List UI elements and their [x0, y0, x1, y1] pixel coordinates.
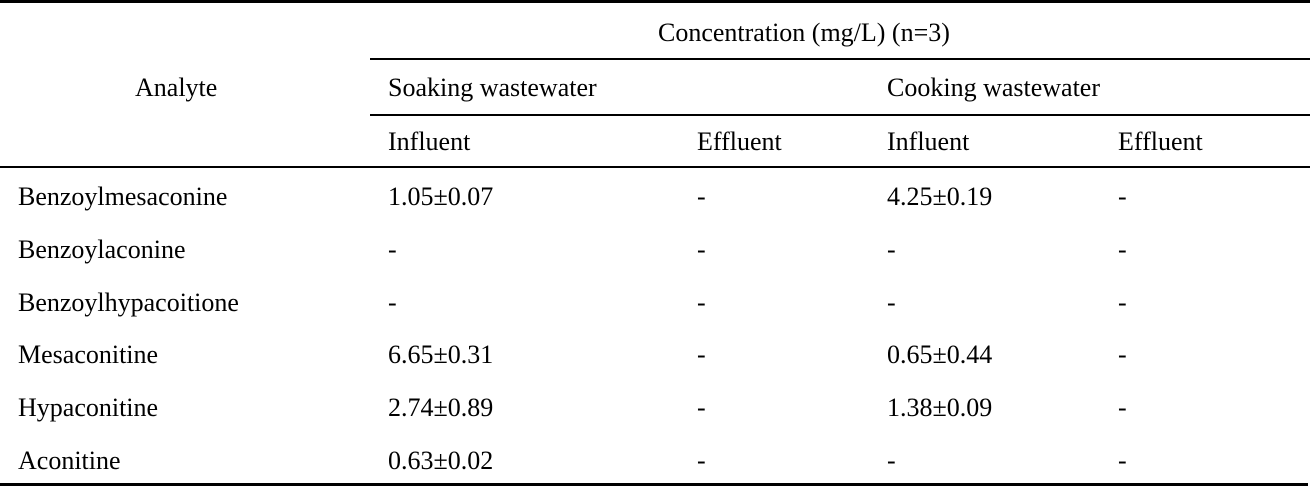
row-value: -	[388, 234, 397, 264]
row-value: -	[1118, 234, 1127, 264]
header-soaking-influent: Influent	[388, 127, 471, 156]
row-value: -	[1118, 446, 1127, 475]
header-analyte: Analyte	[135, 73, 218, 102]
row-value: -	[1118, 287, 1127, 317]
header-cooking: Cooking wastewater	[887, 73, 1101, 102]
concentration-rule	[370, 58, 1310, 60]
row-analyte: Benzoylhypacoitione	[18, 287, 239, 317]
row-value: -	[887, 287, 896, 317]
header-soaking-effluent: Effluent	[697, 127, 782, 156]
top-rule	[0, 0, 1310, 3]
row-value: -	[697, 340, 706, 370]
bottom-rule	[0, 483, 1308, 486]
row-value: -	[1118, 182, 1127, 211]
row-value: -	[1118, 393, 1127, 423]
row-value: -	[697, 446, 706, 475]
row-value: -	[887, 446, 896, 475]
group-rule	[370, 114, 1310, 116]
row-value: -	[388, 287, 397, 317]
row-analyte: Aconitine	[18, 446, 121, 475]
header-soaking: Soaking wastewater	[388, 73, 597, 102]
row-analyte: Benzoylmesaconine	[18, 182, 228, 211]
header-cooking-influent: Influent	[887, 127, 970, 156]
row-value: 0.63±0.02	[388, 446, 494, 475]
row-value: 1.38±0.09	[887, 393, 993, 423]
row-analyte: Benzoylaconine	[18, 234, 186, 264]
row-value: -	[1118, 340, 1127, 370]
row-value: -	[887, 234, 896, 264]
row-value: 0.65±0.44	[887, 340, 993, 370]
row-value: 6.65±0.31	[388, 340, 494, 370]
row-analyte: Mesaconitine	[18, 340, 159, 370]
row-analyte: Hypaconitine	[18, 393, 159, 423]
row-value: -	[697, 393, 706, 423]
row-value: -	[697, 182, 706, 211]
header-concentration: Concentration (mg/L) (n=3)	[658, 18, 950, 47]
header-cooking-effluent: Effluent	[1118, 127, 1203, 156]
row-value: -	[697, 287, 706, 317]
row-value: 1.05±0.07	[388, 182, 494, 211]
row-value: 4.25±0.19	[887, 182, 993, 211]
row-value: 2.74±0.89	[388, 393, 494, 423]
header-bottom-rule	[0, 166, 1310, 168]
row-value: -	[697, 234, 706, 264]
